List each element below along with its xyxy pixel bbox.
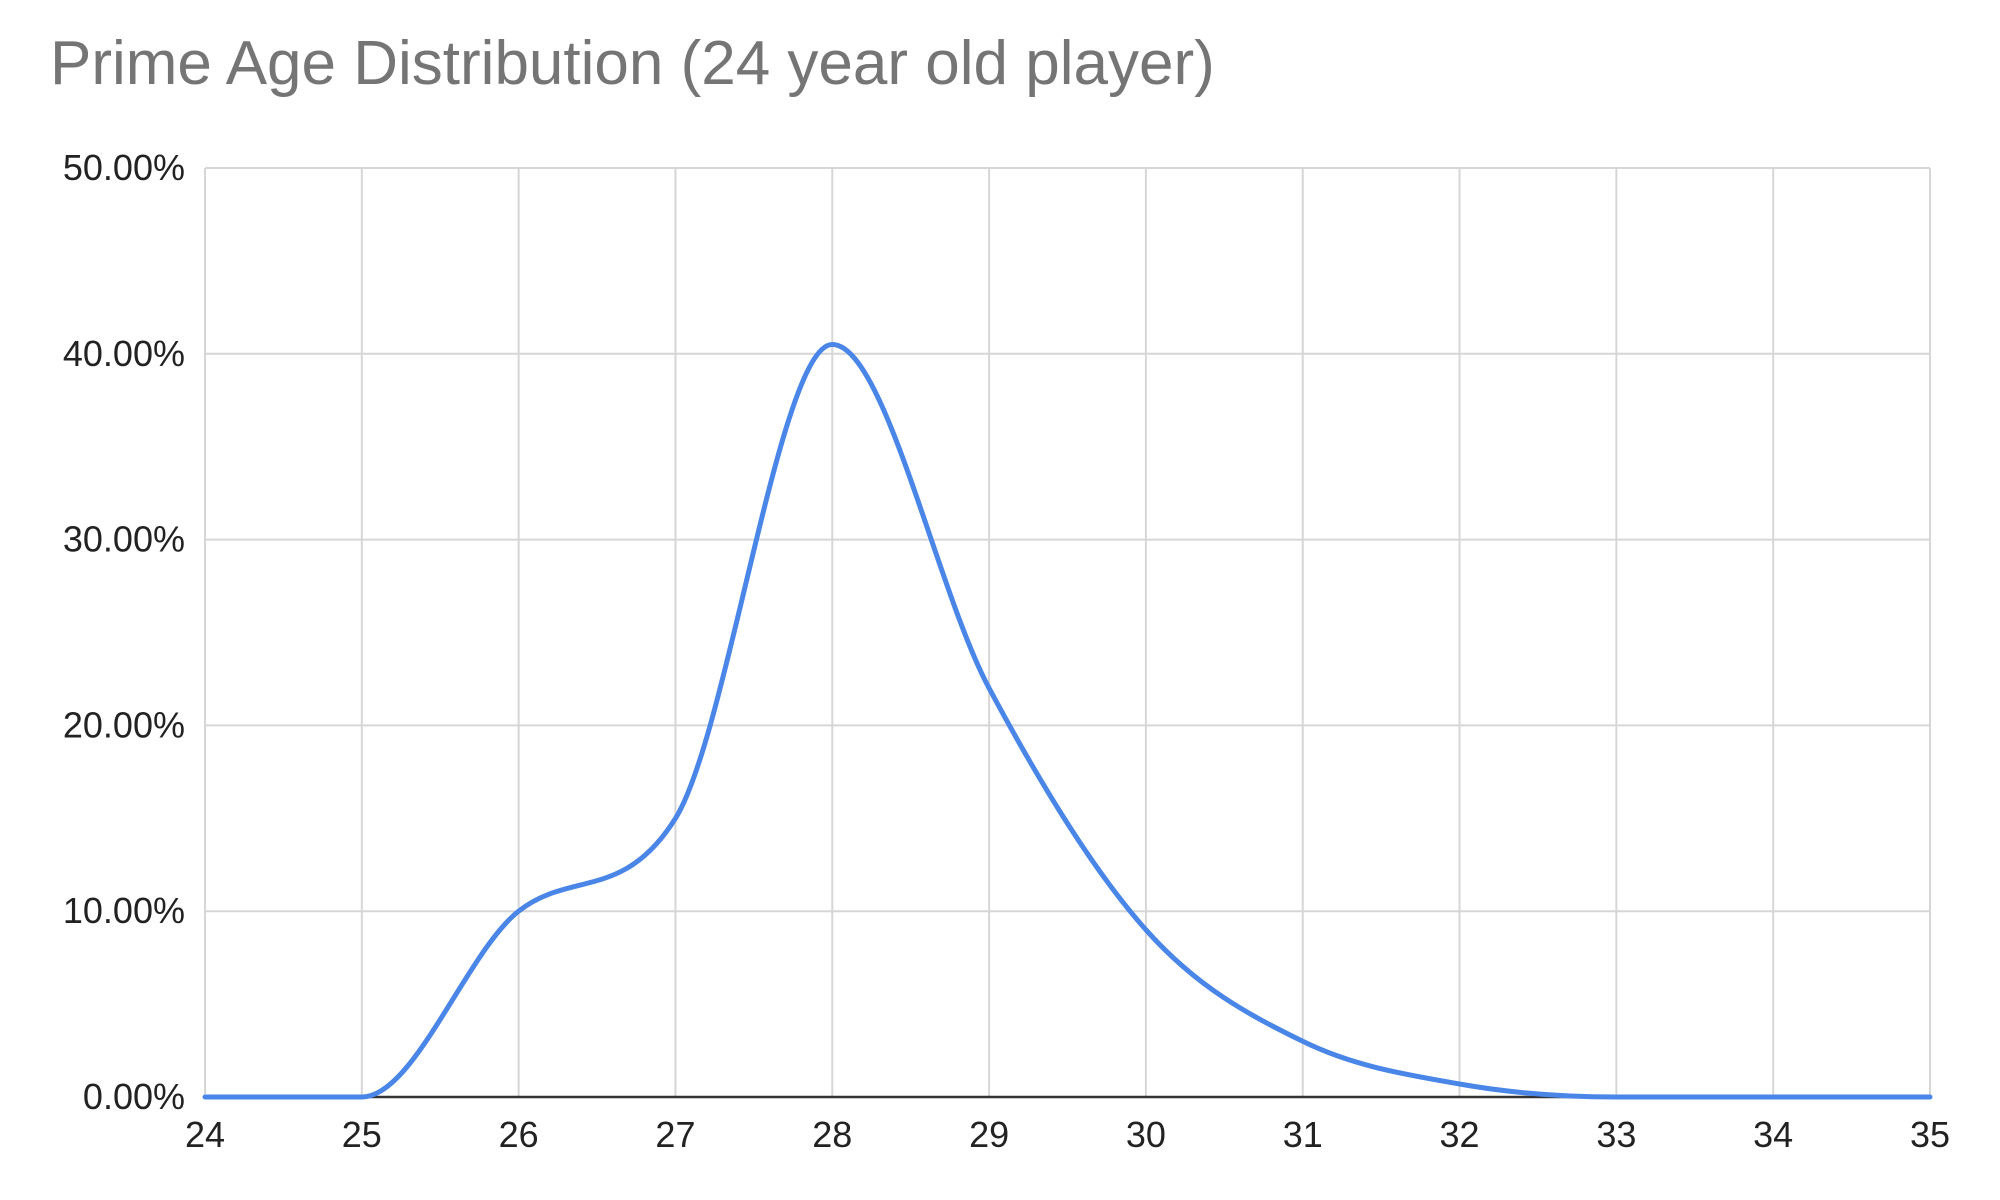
x-tick-label: 34 [1753,1114,1793,1155]
x-tick-label: 33 [1596,1114,1636,1155]
x-tick-label: 25 [342,1114,382,1155]
y-tick-label: 30.00% [63,519,185,560]
chart-title: Prime Age Distribution (24 year old play… [50,29,1215,98]
x-tick-label: 29 [969,1114,1009,1155]
x-tick-label: 31 [1283,1114,1323,1155]
x-tick-label: 35 [1910,1114,1950,1155]
x-tick-label: 24 [185,1114,225,1155]
x-tick-label: 30 [1126,1114,1166,1155]
x-tick-label: 26 [499,1114,539,1155]
series-line [202,342,1933,1100]
y-tick-label: 0.00% [83,1076,185,1117]
y-tick-label: 10.00% [63,890,185,931]
y-tick-label: 40.00% [63,333,185,374]
x-tick-label: 32 [1440,1114,1480,1155]
x-tick-label: 28 [812,1114,852,1155]
y-tick-label: 20.00% [63,704,185,745]
y-tick-label: 50.00% [63,147,185,188]
x-tick-label: 27 [655,1114,695,1155]
